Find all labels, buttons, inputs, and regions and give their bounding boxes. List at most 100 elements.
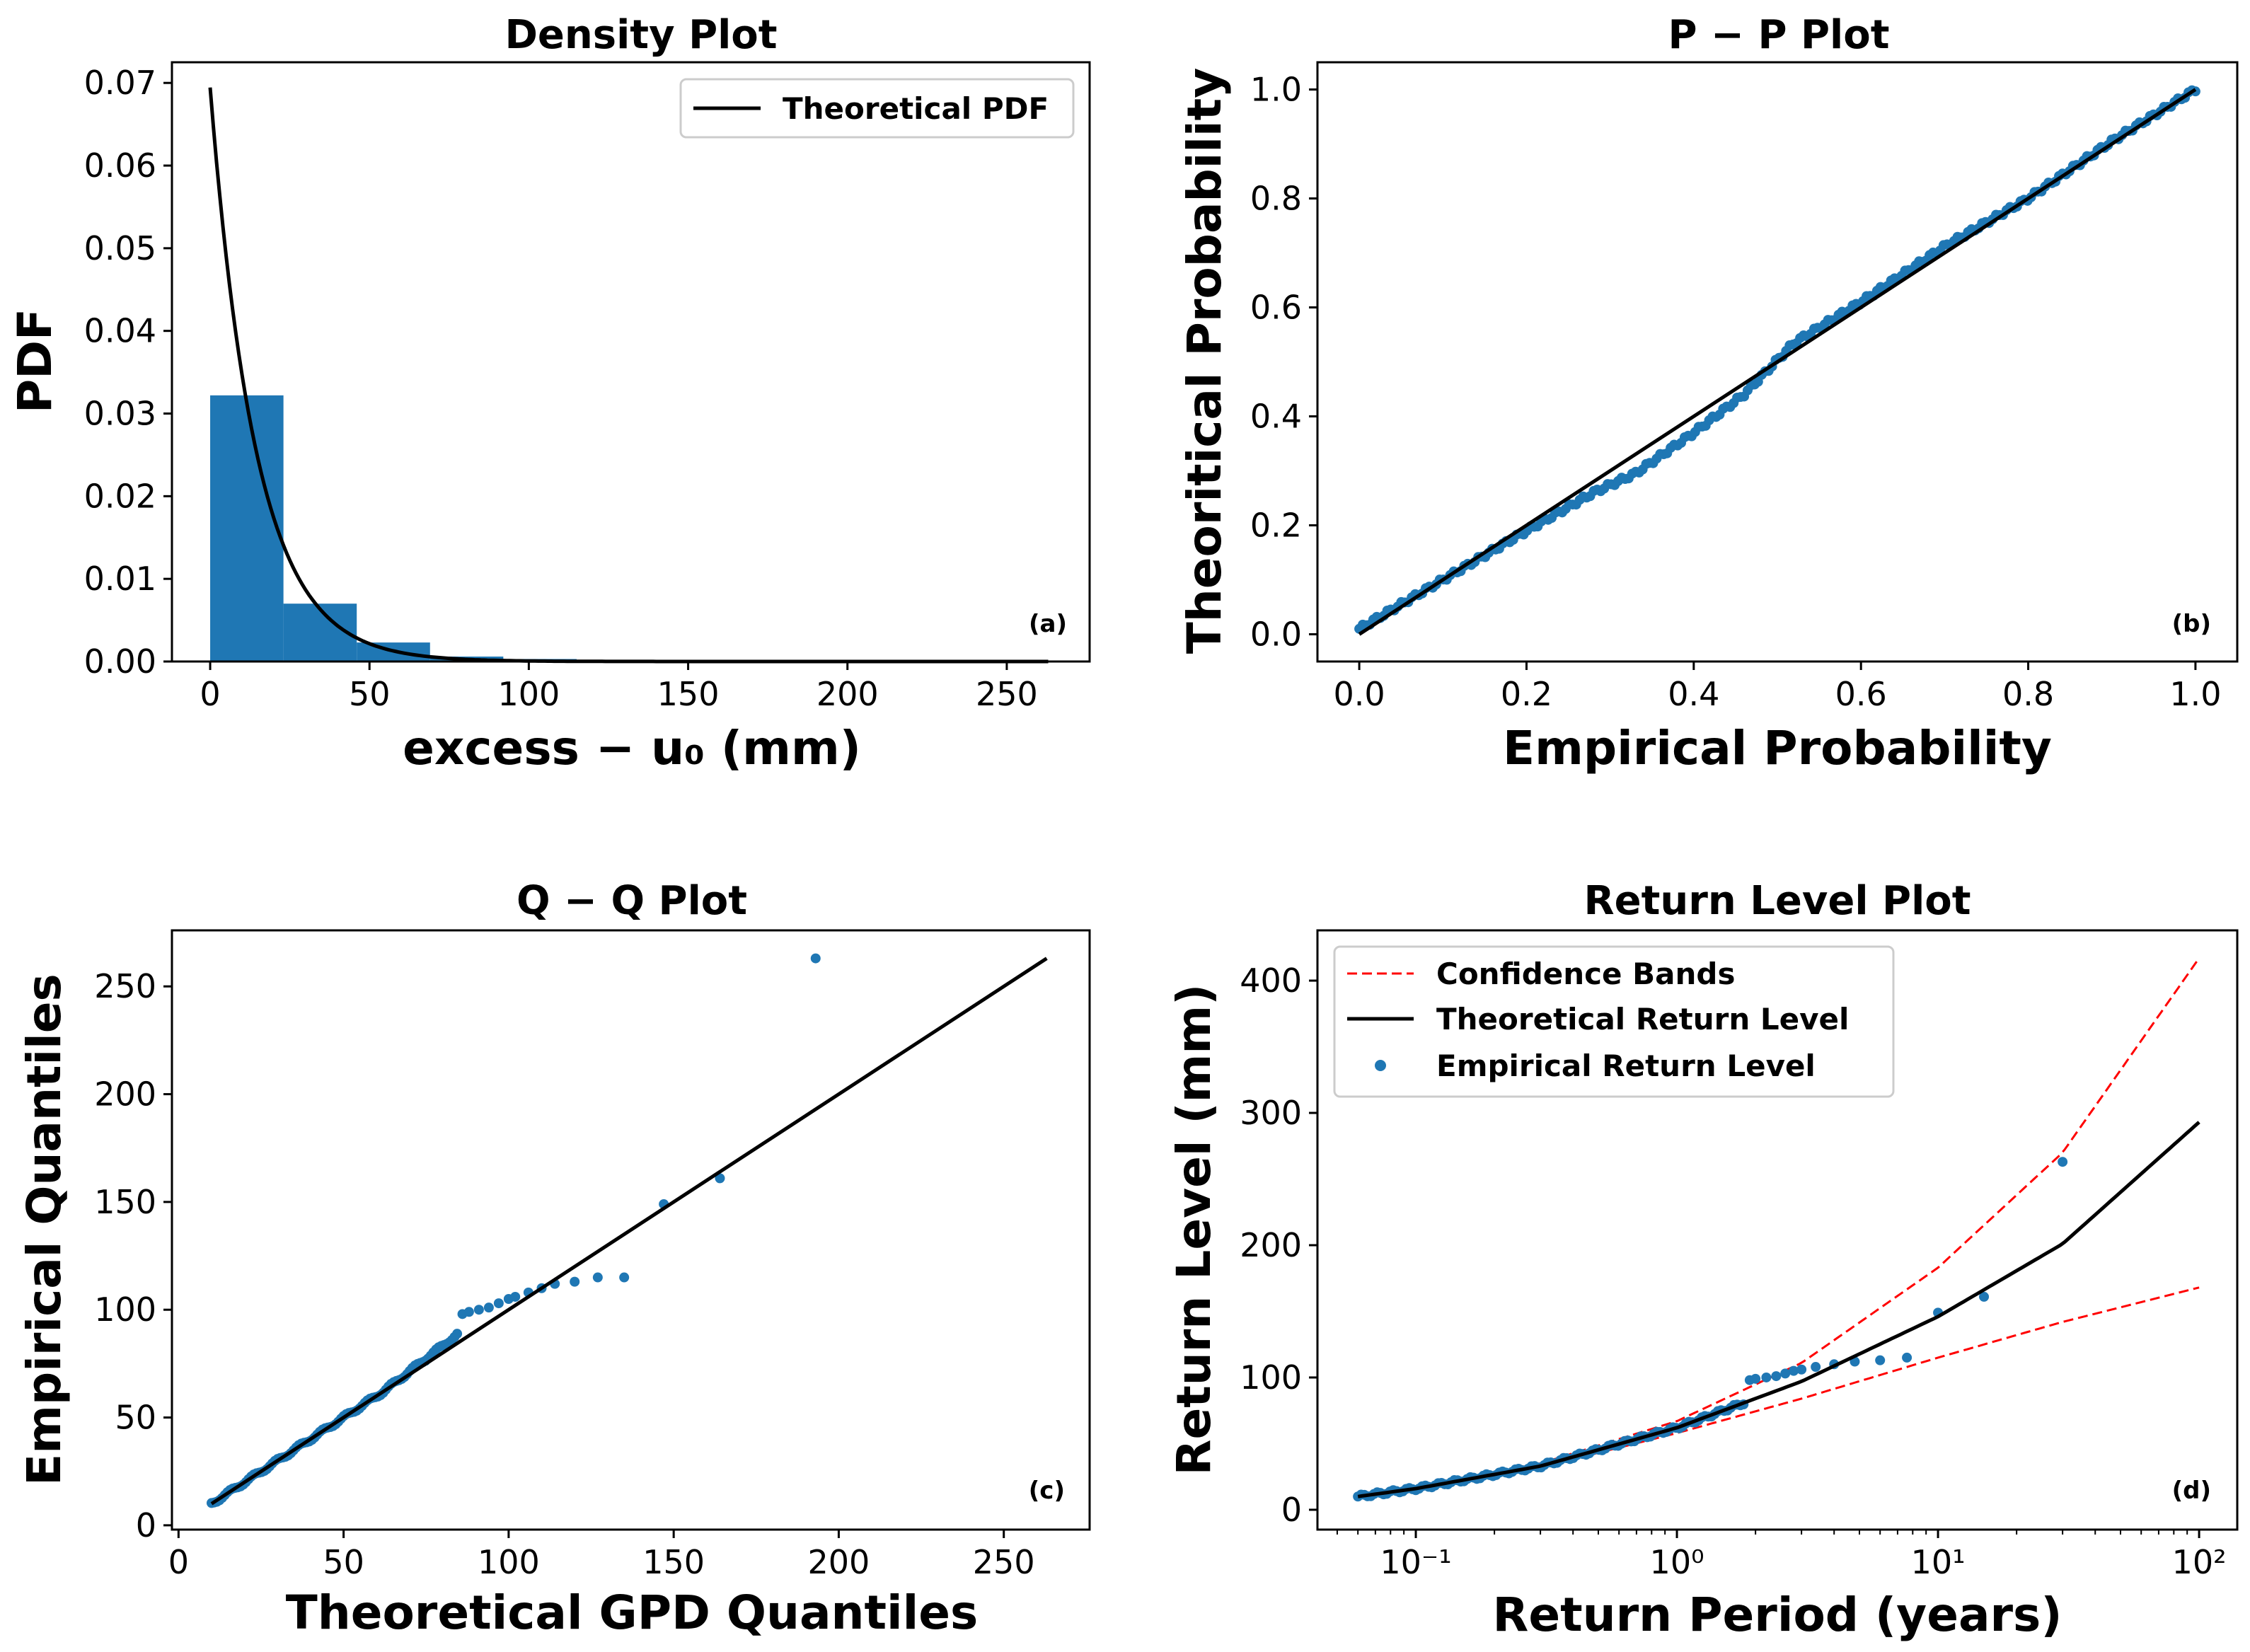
theoretical-pdf-curve: [208, 87, 1049, 664]
empirical-return-point: [1979, 1291, 1990, 1302]
density-x-tick-label: 50: [349, 675, 391, 713]
pp-plot-frame: [1316, 61, 2239, 663]
qq-y-tick-label: 0: [136, 1506, 156, 1544]
pp-x-tick-label: 0.0: [1334, 675, 1385, 713]
qq-y-tick-label: 100: [94, 1290, 156, 1329]
qq-plot-frame: [171, 929, 1091, 1531]
density-y-tick-label: 0.02: [84, 477, 156, 515]
return-x-tick-label: 10²: [2172, 1543, 2227, 1581]
empirical-return-point: [2058, 1157, 2068, 1167]
pp-y-tick-label: 0.0: [1250, 616, 1302, 654]
qq-point: [510, 1291, 521, 1302]
density-y-tick-label: 0.05: [84, 229, 156, 267]
qq-x-tick-label: 100: [478, 1543, 540, 1581]
density-y-tick-label: 0.03: [84, 395, 156, 433]
pp-plot-title: P − P Plot: [1668, 12, 1890, 58]
qq-x-tick-label: 150: [642, 1543, 705, 1581]
histogram-bar: [210, 395, 284, 662]
panel-label-c: (c): [1029, 1477, 1065, 1505]
qq-point: [493, 1298, 504, 1309]
density-y-tick-label: 0.01: [84, 560, 156, 598]
pp-x-label: Empirical Probability: [1503, 721, 2052, 775]
pp-y-tick-label: 0.8: [1250, 180, 1302, 218]
empirical-return-point: [1796, 1364, 1807, 1375]
qq-x-tick-label: 200: [808, 1543, 870, 1581]
pp-x-tick-label: 0.2: [1501, 675, 1552, 713]
empirical-return-point: [1761, 1372, 1772, 1382]
density-y-tick-label: 0.00: [84, 642, 156, 681]
empirical-return-point: [1780, 1368, 1791, 1379]
return-x-tick-label: 10⁰: [1650, 1543, 1704, 1581]
pp-y-tick-label: 0.4: [1250, 398, 1302, 436]
density-x-label: excess − u₀ (mm): [403, 721, 861, 775]
legend-theoretical-pdf: Theoretical PDF: [783, 91, 1049, 126]
qq-plot: Q − Q Plot 0 50 100 150 200 250 0 50 100 150 200 25…: [17, 878, 1091, 1640]
qq-point: [452, 1329, 463, 1339]
return-y-tick-label: 100: [1240, 1358, 1302, 1397]
qq-y-tick-label: 50: [115, 1399, 156, 1437]
return-level-plot-title: Return Level Plot: [1583, 878, 1971, 924]
qq-reference-line: [210, 957, 1048, 1506]
empirical-return-point: [1875, 1355, 1886, 1365]
return-legend-box: [1333, 945, 1895, 1098]
density-x-tick-label: 200: [817, 675, 879, 713]
return-x-label: Return Period (years): [1493, 1588, 2062, 1642]
return-level-plot-frame: [1316, 929, 2239, 1531]
qq-point: [715, 1173, 725, 1184]
qq-point: [473, 1305, 484, 1315]
qq-y-tick-label: 200: [94, 1075, 156, 1114]
pp-x-tick-label: 1.0: [2169, 675, 2221, 713]
return-y-tick-label: 200: [1240, 1226, 1302, 1264]
pp-x-tick-label: 0.4: [1668, 675, 1719, 713]
return-y-label: Return Level (mm): [1167, 984, 1221, 1476]
qq-x-label: Theoretical GPD Quantiles: [286, 1585, 979, 1640]
qq-y-tick-label: 150: [94, 1183, 156, 1221]
theoretical-return-level-curve: [1357, 1121, 2200, 1498]
qq-point: [619, 1272, 630, 1283]
qq-plot-title: Q − Q Plot: [517, 878, 747, 924]
density-plot-frame: [171, 61, 1091, 663]
qq-point: [810, 953, 821, 964]
pp-y-tick-label: 1.0: [1250, 71, 1302, 109]
qq-point: [483, 1302, 494, 1313]
confidence-band-lower: [1357, 1286, 2200, 1498]
density-x-tick-label: 0: [200, 675, 220, 713]
qq-y-label: Empirical Quantiles: [17, 974, 71, 1486]
density-y-tick-label: 0.06: [84, 146, 156, 185]
density-legend-box: [679, 78, 1075, 139]
qq-point: [463, 1307, 474, 1317]
qq-x-tick-label: 50: [323, 1543, 364, 1581]
empirical-return-point: [1811, 1362, 1821, 1373]
density-y-tick-label: 0.07: [84, 64, 156, 102]
density-legend: Theoretical PDF: [679, 78, 1075, 139]
pp-x-tick-label: 0.8: [2002, 675, 2054, 713]
return-y-tick-label: 400: [1240, 961, 1302, 1000]
return-level-legend: Confidence Bands Theoretical Return Leve…: [1333, 945, 1895, 1098]
density-x-tick-label: 150: [657, 675, 720, 713]
empirical-return-point: [1750, 1373, 1761, 1384]
return-level-plot: Return Level Plot 10⁻¹ 10⁰ 10¹ 10² 0 100 200 30…: [1167, 878, 2239, 1642]
density-y-label: PDF: [8, 308, 62, 413]
pp-y-tick-label: 0.2: [1250, 507, 1302, 545]
qq-x-tick-label: 0: [168, 1543, 189, 1581]
empirical-return-point: [1771, 1371, 1782, 1382]
density-x-tick-label: 100: [497, 675, 560, 713]
legend-confidence-bands: Confidence Bands: [1436, 957, 1735, 991]
density-plot-title: Density Plot: [504, 12, 777, 58]
density-plot: Density Plot 0 50 100 150 200 250 0.00 0.01 0.02…: [8, 12, 1091, 775]
empirical-return-point: [1789, 1365, 1799, 1376]
density-x-tick-label: 250: [976, 675, 1038, 713]
qq-point: [592, 1272, 603, 1283]
pp-reference-line: [1358, 88, 2197, 636]
pp-x-tick-label: 0.6: [1835, 675, 1887, 713]
pp-plot: P − P Plot 0.0 0.2 0.4 0.6 0.8 1.0 0.0 0.2 0.4 0.…: [1177, 12, 2239, 775]
qq-y-tick-label: 250: [94, 967, 156, 1005]
density-x-label-text: excess − u₀ (mm): [403, 721, 861, 775]
density-y-tick-label: 0.04: [84, 312, 156, 350]
qq-x-tick-label: 250: [973, 1543, 1035, 1581]
legend-theoretical-return-level: Theoretical Return Level: [1436, 1002, 1849, 1036]
panel-label-b: (b): [2172, 610, 2211, 638]
panel-label-a: (a): [1029, 610, 1067, 638]
empirical-return-point: [1902, 1352, 1912, 1363]
